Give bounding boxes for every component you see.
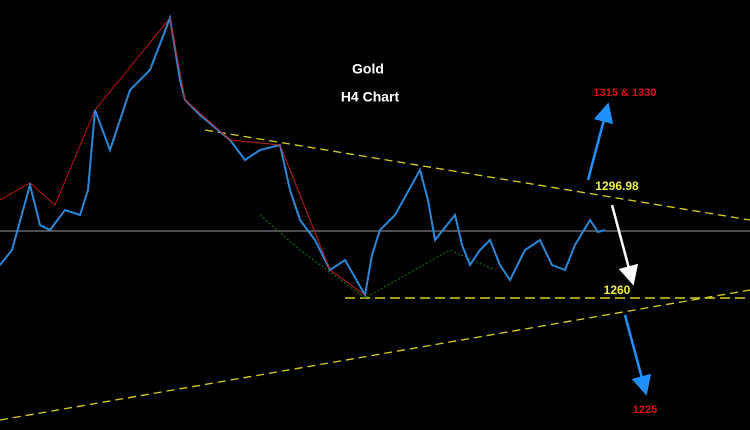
price-label: 1260 xyxy=(604,283,631,297)
arrow-down xyxy=(623,314,652,396)
zigzag-line xyxy=(259,214,496,299)
price-path-down xyxy=(169,17,366,296)
arrow-up xyxy=(586,102,614,181)
lower-trendline xyxy=(0,289,750,421)
chart-subtitle: H4 Chart xyxy=(341,89,400,105)
target-label: 1315 & 1330 xyxy=(594,87,657,99)
target-label: 1225 xyxy=(633,404,657,416)
zigzag-line xyxy=(0,17,171,206)
chart-title: Gold xyxy=(352,61,384,77)
arrow-down xyxy=(610,204,639,286)
upper-trendline xyxy=(204,129,750,221)
price-label: 1296.98 xyxy=(595,179,639,193)
